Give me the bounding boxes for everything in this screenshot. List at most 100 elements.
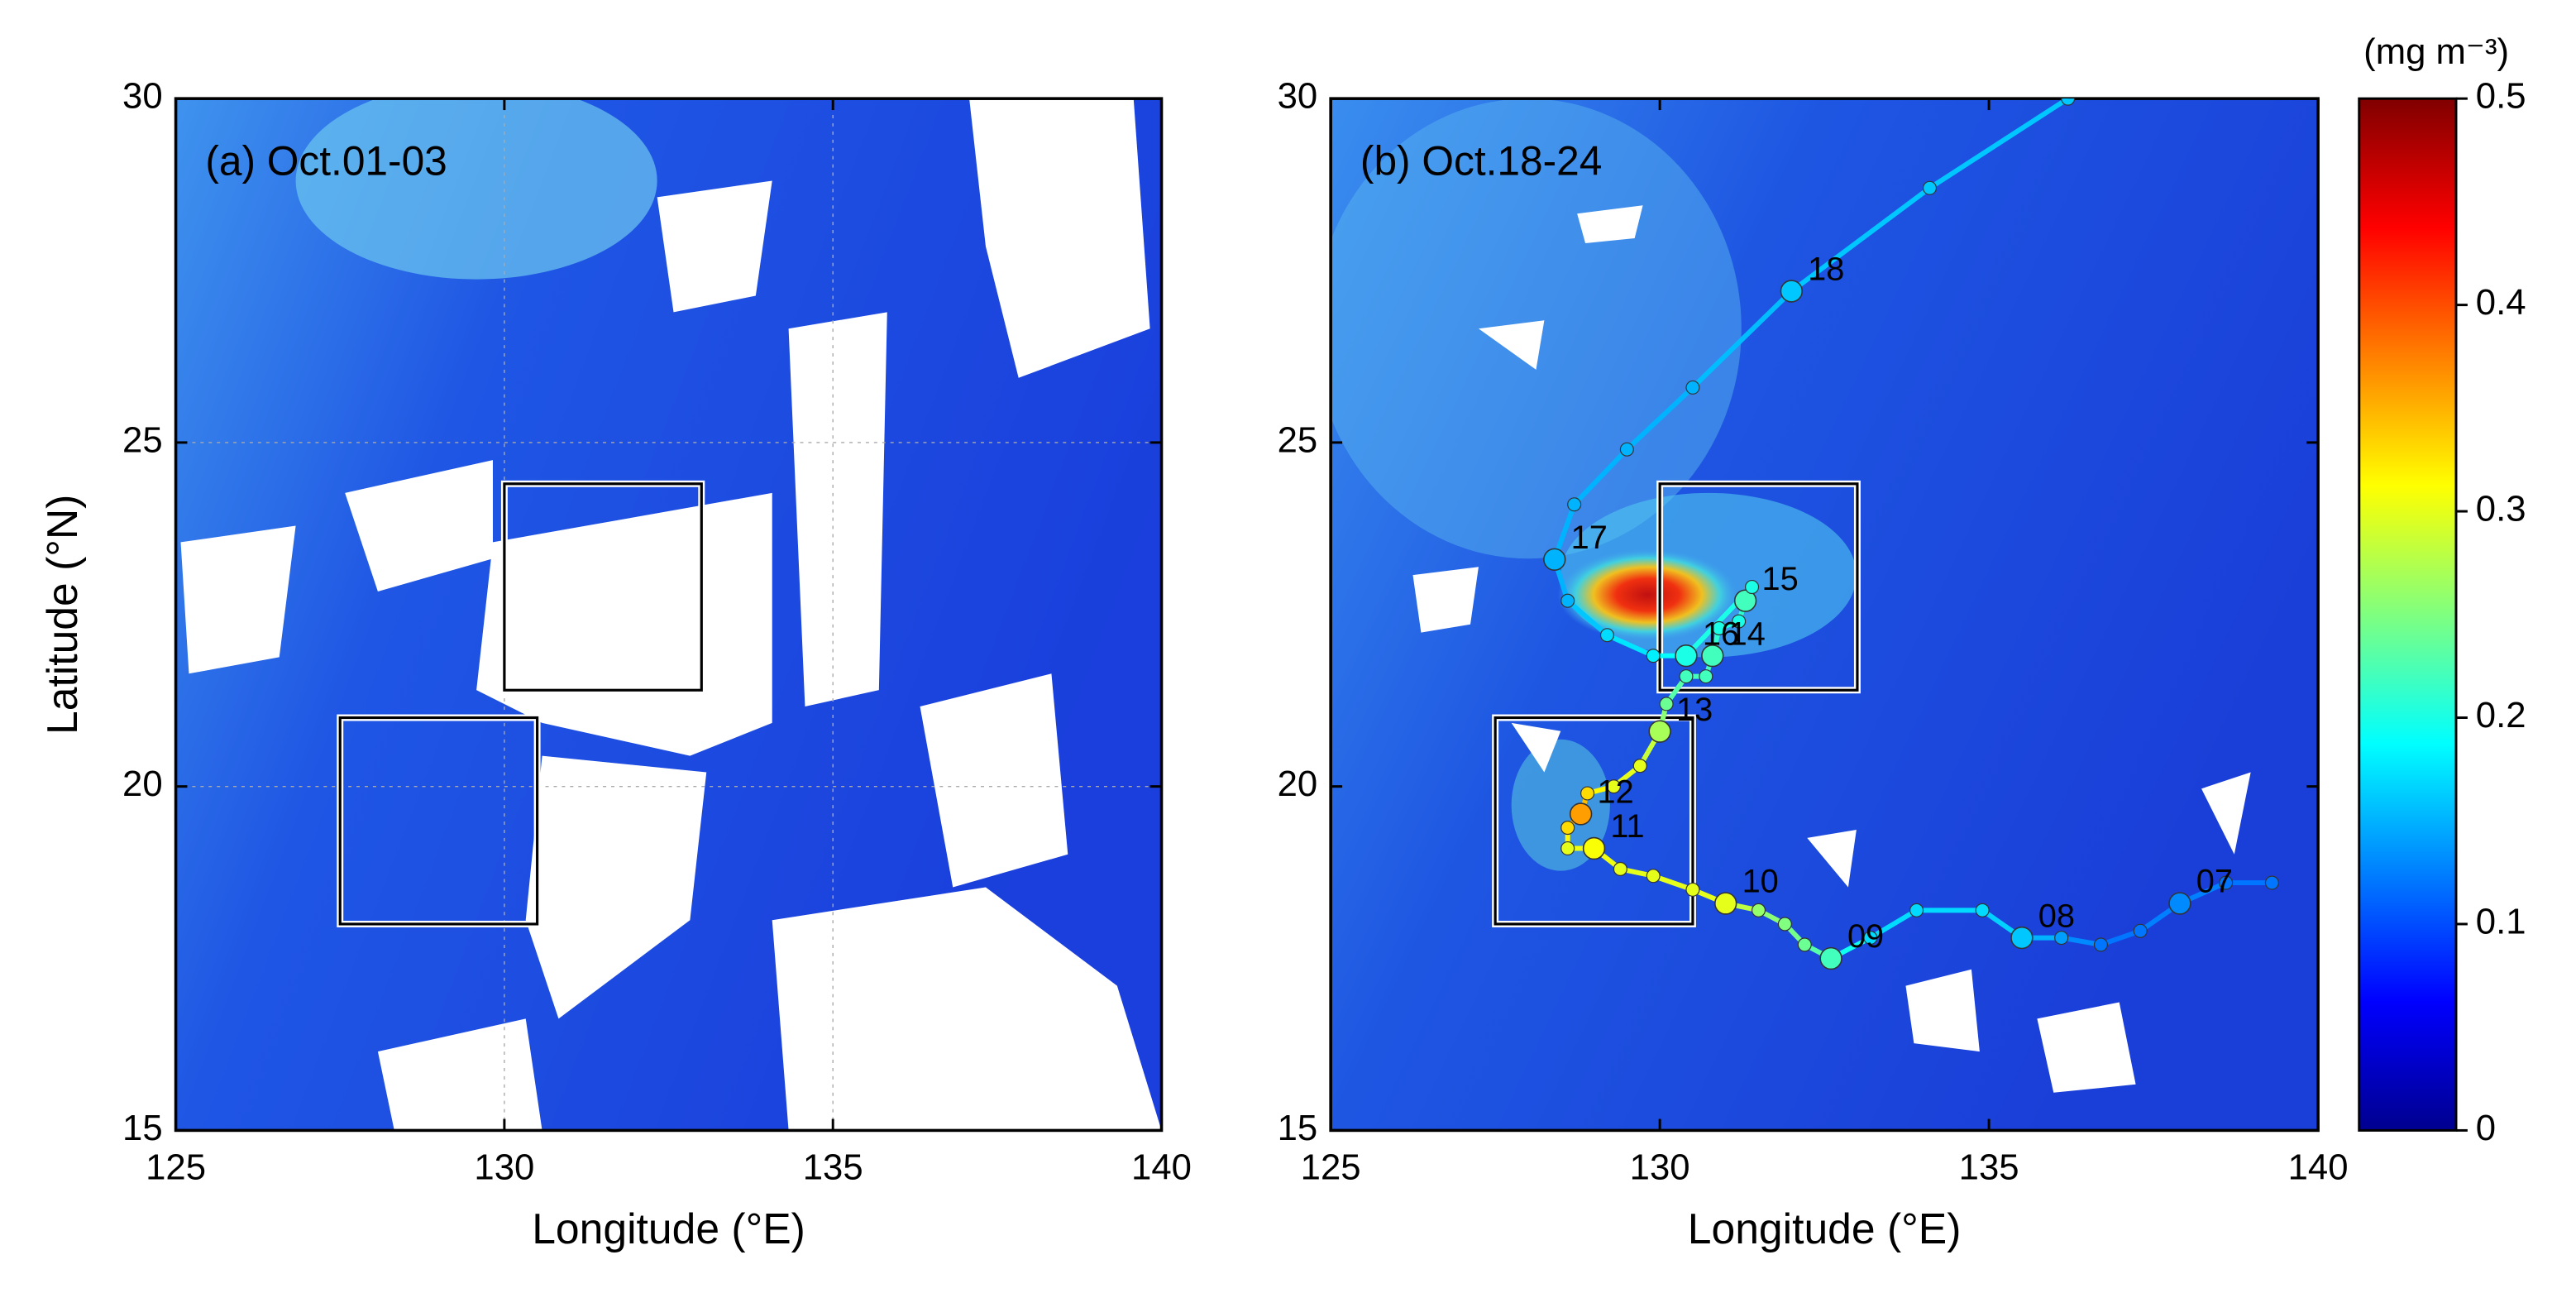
- track-point: [1646, 869, 1661, 884]
- x-tick-label: 135: [1959, 1147, 2019, 1188]
- day-label: 15: [1761, 561, 1798, 597]
- region-box: [1658, 482, 1859, 692]
- track-point: [1659, 697, 1674, 711]
- track-point: [1685, 882, 1700, 897]
- track-segment: [1690, 289, 1794, 390]
- track-point: [1632, 759, 1647, 774]
- track-point: [2054, 931, 2069, 946]
- x-tick-label: 130: [474, 1147, 534, 1188]
- panel-title: (a) Oct.01-03: [205, 138, 447, 184]
- x-axis-label: Longitude (°E): [1688, 1205, 1962, 1252]
- day-label: 18: [1808, 251, 1844, 288]
- track-point: [1646, 649, 1661, 663]
- colorbar-tick-label: 0.3: [2476, 489, 2526, 529]
- x-tick-label: 125: [1301, 1147, 1361, 1188]
- track-point: [1582, 836, 1606, 860]
- track-point: [1732, 614, 1747, 629]
- track-point: [1679, 669, 1694, 684]
- x-tick-label: 135: [803, 1147, 863, 1188]
- panel-title: (b) Oct.18-24: [1360, 138, 1602, 184]
- track-point: [1712, 620, 1727, 635]
- track-point: [1909, 903, 1924, 917]
- track-point: [2061, 98, 2076, 106]
- day-label: 16: [1703, 615, 1739, 652]
- track-segment: [1625, 386, 1694, 452]
- y-tick-label: 15: [122, 1108, 163, 1148]
- region-box: [1494, 716, 1694, 926]
- day-label: 12: [1597, 774, 1633, 811]
- track-point: [2093, 937, 2108, 952]
- day-label: 17: [1571, 520, 1608, 556]
- track-point: [1797, 937, 1812, 952]
- track-point: [2264, 875, 2279, 890]
- x-tick-label: 140: [1131, 1147, 1192, 1188]
- day-label: 09: [1847, 918, 1884, 955]
- track-point: [2010, 926, 2034, 950]
- y-axis-label: Latitude (°N): [38, 495, 86, 735]
- y-tick-label: 25: [122, 419, 163, 460]
- track-point: [1606, 779, 1621, 794]
- day-label: 11: [1610, 808, 1644, 845]
- track-point: [1613, 861, 1627, 876]
- track-point: [2133, 923, 2148, 938]
- x-tick-label: 130: [1630, 1147, 1690, 1188]
- track-point: [1543, 548, 1566, 571]
- day-label: 08: [2038, 898, 2075, 934]
- track-point: [1863, 931, 1878, 946]
- track-point: [1745, 579, 1760, 595]
- colorbar-tick-label: 0.4: [2476, 282, 2526, 323]
- track-segment: [1565, 598, 1609, 637]
- track-point: [1599, 628, 1615, 643]
- track-point: [2219, 875, 2234, 890]
- track-point: [1701, 644, 1724, 668]
- y-tick-label: 30: [1278, 76, 1318, 117]
- track-point: [1975, 903, 1990, 917]
- colorbar-label: (mg m⁻³): [2363, 31, 2509, 72]
- day-label: 13: [1676, 692, 1713, 728]
- track-point: [2168, 892, 2191, 915]
- region-box: [338, 716, 539, 926]
- y-tick-label: 15: [1278, 1108, 1318, 1148]
- x-axis-label: Longitude (°E): [532, 1205, 805, 1252]
- plot-frame: [174, 97, 1164, 1133]
- track-point: [1714, 892, 1737, 915]
- track-point: [1780, 280, 1804, 303]
- colorbar-tick-label: 0.1: [2476, 902, 2526, 942]
- track-point: [1819, 946, 1842, 970]
- field-a: [175, 98, 1162, 1131]
- track-point: [1699, 669, 1713, 684]
- day-label: 14: [1729, 615, 1766, 652]
- track-point: [1619, 442, 1634, 457]
- track-segment: [1869, 908, 1919, 941]
- track-point: [1580, 786, 1595, 801]
- colorbar-tick-label: 0.2: [2476, 695, 2526, 735]
- track-point: [1567, 497, 1582, 512]
- track-point: [1560, 841, 1575, 856]
- track-point: [1733, 589, 1757, 612]
- track-point: [1560, 593, 1575, 608]
- colorbar-tick-label: 0: [2476, 1108, 2496, 1148]
- y-tick-label: 20: [1278, 764, 1318, 804]
- track-point: [1751, 903, 1766, 917]
- y-tick-label: 25: [1278, 419, 1318, 460]
- track-point: [1675, 644, 1698, 668]
- region-box: [503, 482, 703, 692]
- track-segment: [1606, 633, 1655, 659]
- y-tick-label: 20: [122, 764, 163, 804]
- track-segment: [1928, 98, 2070, 190]
- day-label: 07: [2196, 864, 2233, 900]
- plot-frame: [1329, 97, 2320, 1133]
- track-point: [1777, 917, 1792, 932]
- track: [1543, 98, 2279, 970]
- colorbar: [2358, 97, 2458, 1132]
- track-segment: [1572, 448, 1629, 506]
- track-point: [1648, 720, 1671, 743]
- x-tick-label: 125: [146, 1147, 206, 1188]
- track-point: [1560, 821, 1575, 836]
- y-tick-label: 30: [122, 76, 163, 117]
- track-point: [1685, 380, 1700, 395]
- colorbar-tick-label: 0.5: [2476, 76, 2526, 117]
- x-tick-label: 140: [2288, 1147, 2349, 1188]
